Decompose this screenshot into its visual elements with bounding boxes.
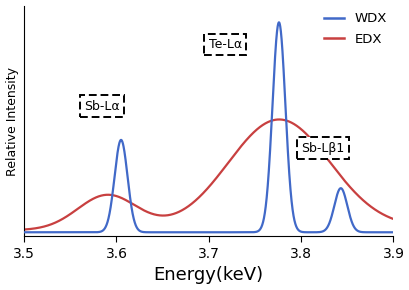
Legend: WDX, EDX: WDX, EDX <box>318 7 391 51</box>
Y-axis label: Relative Intensity: Relative Intensity <box>6 66 18 175</box>
X-axis label: Energy(keV): Energy(keV) <box>153 267 263 284</box>
Text: Sb-Lα: Sb-Lα <box>84 100 119 113</box>
Text: Sb-Lβ1: Sb-Lβ1 <box>300 142 344 155</box>
Text: Te-Lα: Te-Lα <box>208 38 241 51</box>
